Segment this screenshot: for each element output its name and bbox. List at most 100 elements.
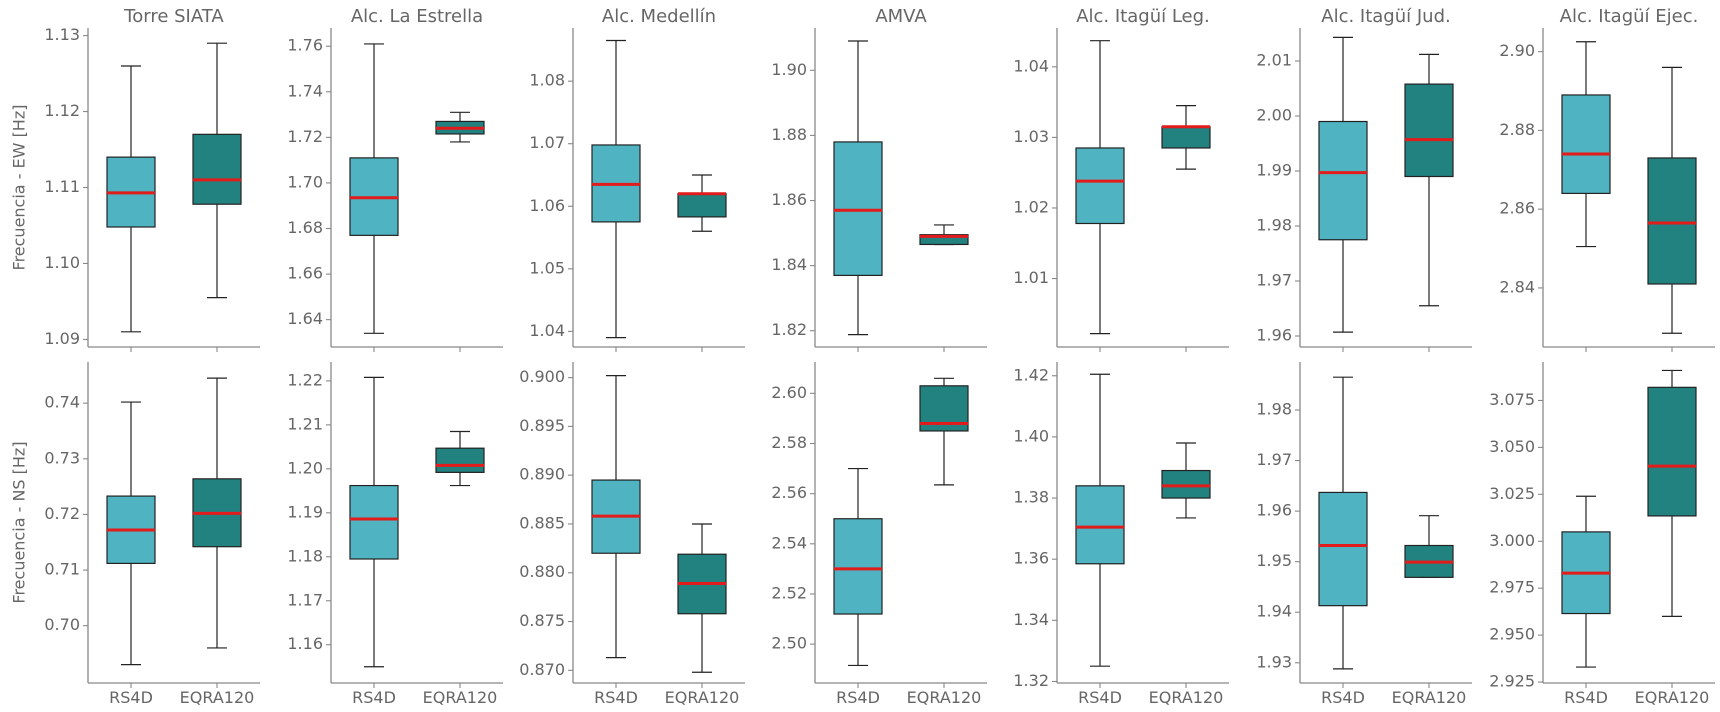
y-tick-label: 2.50: [771, 634, 807, 653]
y-tick-label: 0.885: [519, 513, 565, 532]
y-tick-label: 1.64: [287, 309, 323, 328]
y-tick-label: 0.875: [519, 611, 565, 630]
y-tick-label: 0.74: [44, 393, 80, 412]
box-rs4d: [1318, 376, 1368, 670]
y-tick-label: 3.075: [1489, 390, 1535, 409]
y-tick-label: 1.88: [771, 125, 807, 144]
iqr-box: [192, 133, 242, 205]
panel-r1-c5: Alc. Itagüí Leg. 1.01 1.02 1.03 1.04: [1013, 6, 1229, 352]
box-eqra120: [1161, 105, 1211, 170]
iqr-box: [1647, 157, 1697, 285]
y-tick-label: 2.90: [1499, 41, 1535, 60]
panel-r1-c2: Alc. La Estrella 1.64 1.66 1.68 1.70 1.72 1.74…: [287, 6, 503, 352]
y-tick-label: 1.94: [1256, 602, 1292, 621]
y-tick-label: 0.72: [44, 504, 80, 523]
panel-title: Alc. Itagüí Leg.: [1076, 6, 1210, 27]
y-tick-label: 1.12: [44, 101, 80, 120]
y-tick-label: 1.04: [529, 321, 565, 340]
y-tick-label: 1.42: [1013, 365, 1049, 384]
x-tick-label-eqra120: EQRA120: [180, 688, 255, 707]
y-tick-label: 2.54: [771, 533, 807, 552]
iqr-box: [1561, 94, 1611, 195]
iqr-box: [1161, 469, 1211, 499]
x-tick-label-eqra120: EQRA120: [907, 688, 982, 707]
y-tick-label: 1.99: [1256, 161, 1292, 180]
y-tick-label: 1.74: [287, 81, 323, 100]
y-tick-label: 2.56: [771, 483, 807, 502]
iqr-box: [833, 518, 883, 615]
panel-r2-c6: 1.93 1.94 1.95 1.96 1.97 1.98 RS4D EQRA120: [1256, 362, 1472, 707]
y-tick-label: 1.96: [1256, 501, 1292, 520]
y-tick-label: 1.95: [1256, 551, 1292, 570]
y-tick-label: 3.025: [1489, 484, 1535, 503]
y-tick-label: 1.70: [287, 172, 323, 191]
y-tick-label: 1.84: [771, 255, 807, 274]
y-tick-label: 2.00: [1256, 106, 1292, 125]
y-tick-label: 1.04: [1013, 56, 1049, 75]
y-tick-label: 2.88: [1499, 120, 1535, 139]
x-tick-label-rs4d: RS4D: [109, 688, 153, 707]
y-tick-label: 2.58: [771, 433, 807, 452]
iqr-box: [435, 447, 485, 473]
x-tick-label-rs4d: RS4D: [352, 688, 396, 707]
panel-title: Alc. Medellín: [602, 6, 716, 27]
x-tick-label-eqra120: EQRA120: [1635, 688, 1710, 707]
y-tick-label: 1.98: [1256, 400, 1292, 419]
y-tick-label: 1.38: [1013, 488, 1049, 507]
panel-r1-c1: Torre SIATA 1.09 1.10 1.11 1.12 1.13: [44, 6, 260, 352]
iqr-box: [677, 193, 727, 218]
panel-r2-c1: 0.70 0.71 0.72 0.73 0.74 RS4D EQRA120: [44, 362, 260, 707]
y-tick-label: 1.97: [1256, 450, 1292, 469]
panel-title: Alc. La Estrella: [351, 6, 483, 27]
row-label-ew: Frecuencia - EW [Hz]: [10, 105, 29, 271]
y-tick-label: 1.32: [1013, 671, 1049, 690]
box-eqra120: [1404, 515, 1454, 578]
y-tick-label: 2.975: [1489, 578, 1535, 597]
y-tick-label: 1.16: [287, 634, 323, 653]
y-tick-label: 0.73: [44, 448, 80, 467]
x-tick-label-eqra120: EQRA120: [423, 688, 498, 707]
y-tick-label: 1.11: [44, 177, 80, 196]
y-tick-label: 0.895: [519, 416, 565, 435]
iqr-box: [1075, 485, 1125, 565]
iqr-box: [1404, 83, 1454, 178]
y-tick-label: 1.34: [1013, 610, 1049, 629]
box-rs4d: [833, 40, 883, 336]
box-rs4d: [1075, 40, 1125, 335]
box-rs4d: [349, 376, 399, 668]
box-eqra120: [435, 111, 485, 143]
y-tick-label: 0.870: [519, 660, 565, 679]
box-eqra120: [1161, 442, 1211, 519]
panel-r1-c4: AMVA 1.82 1.84 1.86 1.88 1.90: [771, 6, 987, 352]
box-rs4d: [1075, 373, 1125, 667]
y-tick-label: 2.950: [1489, 625, 1535, 644]
iqr-box: [1161, 126, 1211, 149]
y-tick-label: 1.02: [1013, 197, 1049, 216]
y-tick-label: 1.13: [44, 25, 80, 44]
y-tick-label: 1.86: [771, 190, 807, 209]
panel-r2-c2: 1.16 1.17 1.18 1.19 1.20 1.21 1.22 RS4D EQRA120: [287, 362, 503, 707]
y-tick-label: 1.76: [287, 36, 323, 55]
y-tick-label: 2.925: [1489, 672, 1535, 691]
x-tick-label-rs4d: RS4D: [1321, 688, 1365, 707]
y-tick-label: 1.05: [529, 258, 565, 277]
y-tick-label: 1.97: [1256, 271, 1292, 290]
y-tick-label: 1.08: [529, 71, 565, 90]
y-tick-label: 1.10: [44, 253, 80, 272]
box-eqra120: [1647, 369, 1697, 617]
box-eqra120: [192, 377, 242, 649]
y-tick-label: 1.72: [287, 127, 323, 146]
x-tick-label-eqra120: EQRA120: [1149, 688, 1224, 707]
iqr-box: [1318, 491, 1368, 607]
box-rs4d: [106, 401, 156, 666]
y-tick-label: 2.60: [771, 383, 807, 402]
x-tick-label-rs4d: RS4D: [1564, 688, 1608, 707]
y-tick-label: 1.17: [287, 590, 323, 609]
box-rs4d: [106, 65, 156, 333]
box-rs4d: [349, 43, 399, 334]
panel-r2-c5: 1.32 1.34 1.36 1.38 1.40 1.42 RS4D EQRA120: [1013, 362, 1229, 707]
box-eqra120: [435, 430, 485, 487]
y-tick-label: 1.93: [1256, 652, 1292, 671]
panel-title: AMVA: [875, 6, 927, 27]
